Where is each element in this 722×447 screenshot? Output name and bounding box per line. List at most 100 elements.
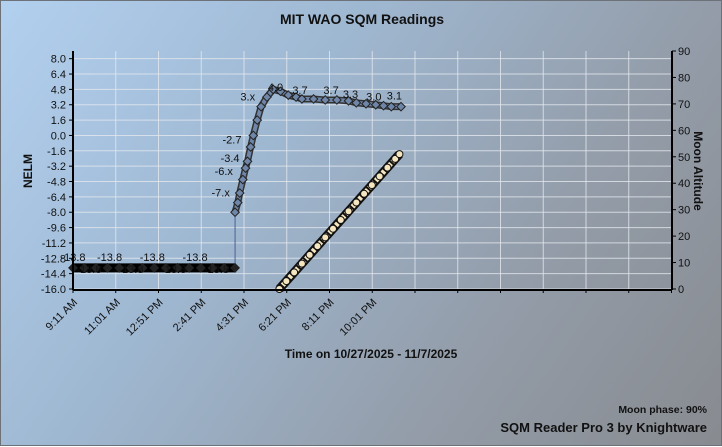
y2-tick-label: 90	[678, 46, 690, 58]
moon-point	[375, 172, 384, 181]
nelm-data-label: 3.7	[292, 85, 307, 97]
nelm-point	[351, 97, 362, 108]
y-tick-label: -3.2	[47, 161, 66, 173]
nelm-data-label: 3.7	[323, 85, 338, 97]
y2-tick-label: 60	[678, 125, 690, 137]
nelm-data-label: -13.8	[204, 264, 229, 276]
moon-point	[321, 233, 330, 242]
y2-tick-label: 30	[678, 205, 690, 217]
nelm-point	[230, 207, 241, 218]
nelm-point	[237, 174, 248, 185]
data-label-layer: -13.8-13.8-13.8-13.8-13.8-13.8-13.8-13.8…	[60, 82, 402, 276]
nelm-point	[160, 262, 171, 273]
nelm-point	[149, 262, 160, 273]
nelm-point	[370, 99, 381, 110]
nelm-point	[114, 262, 125, 273]
nelm-point	[283, 90, 294, 101]
chart-title: MIT WAO SQM Readings	[280, 11, 444, 27]
nelm-point	[79, 262, 90, 273]
nelm-data-label: -13.8	[76, 264, 101, 276]
nelm-point	[361, 98, 371, 109]
moon-point	[282, 277, 291, 286]
moon-point	[344, 207, 353, 216]
y2-tick-label: 20	[678, 231, 690, 243]
y-tick-label: -8.0	[47, 207, 66, 219]
nelm-data-label: 3.3	[343, 89, 358, 101]
y-tick-label: 0.0	[51, 130, 66, 142]
nelm-data-label: -3.4	[221, 153, 240, 165]
y-tick-label: -14.4	[41, 269, 66, 281]
y2-tick-label: 10	[678, 258, 690, 270]
moon-point	[305, 250, 314, 259]
nelm-data-label: -7.x	[211, 188, 230, 200]
nelm-data-label: 3.x	[240, 92, 255, 104]
x-tick-label: 10:01 PM	[338, 297, 380, 339]
moon-phase: Moon phase: 90%	[618, 404, 707, 416]
nelm-data-label: -6.x	[215, 166, 234, 178]
x-tick-label: 4:31 PM	[214, 297, 251, 334]
moon-point	[290, 268, 299, 277]
moon-point	[395, 150, 404, 159]
moon-point	[367, 181, 376, 190]
nelm-point	[195, 262, 206, 273]
y-tick-label: -1.6	[47, 146, 66, 158]
nelm-point	[275, 86, 286, 97]
x-tick-label: 8:11 PM	[300, 297, 337, 334]
y-tick-label: -4.8	[47, 177, 66, 189]
nelm-point	[242, 156, 253, 167]
y-tick-label: 3.2	[51, 100, 66, 112]
nelm-data-label: -2.7	[223, 134, 242, 146]
nelm-point	[125, 262, 136, 273]
nelm-point	[261, 92, 272, 103]
nelm-data-label: -13.8	[161, 264, 186, 276]
nelm-point	[184, 262, 195, 273]
nelm-point	[207, 262, 218, 273]
nelm-point	[308, 94, 319, 104]
x-tick-label: 6:21 PM	[256, 297, 293, 334]
y2-tick-label: 70	[678, 99, 690, 111]
y-tick-label: 8.0	[51, 54, 66, 66]
nelm-data-label: 3.1	[387, 91, 402, 103]
nelm-point	[248, 130, 259, 141]
y-tick-label: 4.8	[51, 84, 66, 96]
y2-tick-label: 50	[678, 152, 690, 164]
nelm-point	[219, 262, 230, 273]
nelm-data-label: -13.8	[140, 252, 165, 264]
nelm-point	[378, 100, 389, 111]
nelm-point	[386, 101, 397, 112]
x-tick-label: 2:41 PM	[171, 297, 208, 334]
credit: SQM Reader Pro 3 by Knightware	[500, 420, 707, 435]
y-tick-label: -11.2	[42, 238, 66, 250]
x-tick-label: 12:51 PM	[124, 297, 166, 339]
nelm-point	[90, 262, 101, 273]
nelm-point	[232, 197, 243, 208]
nelm-point	[230, 262, 241, 273]
y-axis-label: NELM	[21, 154, 35, 188]
moon-point	[328, 224, 337, 233]
moon-point	[297, 259, 306, 268]
y-tick-label: 6.4	[51, 69, 66, 81]
y2-tick-label: 80	[678, 72, 690, 84]
y-tick-label: -6.4	[47, 192, 66, 204]
y-tick-label: -9.6	[47, 223, 66, 235]
nelm-data-label: -13.8	[182, 252, 207, 264]
x-tick-label: 9:11 AM	[44, 297, 80, 333]
moon-point	[383, 163, 392, 172]
nelm-point	[320, 94, 331, 105]
nelm-point	[245, 142, 256, 152]
nelm-data-label: 3.0	[366, 92, 381, 104]
nelm-point	[396, 101, 406, 112]
nelm-data-label: 4.0	[268, 82, 283, 94]
moon-point	[313, 242, 322, 251]
nelm-point	[331, 94, 342, 105]
nelm-point	[268, 84, 279, 95]
nelm-point	[172, 262, 183, 273]
y-tick-label: -16.0	[41, 284, 66, 296]
x-tick-label: 11:01 AM	[82, 297, 123, 338]
moon-point	[352, 198, 361, 207]
nelm-point	[137, 262, 148, 273]
nelm-point	[256, 101, 267, 112]
moon-point	[360, 189, 369, 198]
